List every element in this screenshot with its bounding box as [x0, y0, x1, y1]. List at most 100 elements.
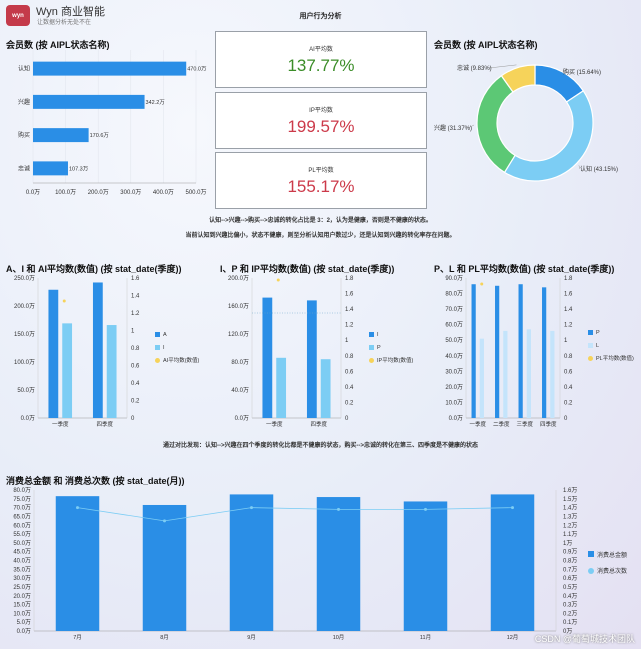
data-label: 342.2万 — [146, 99, 166, 106]
y2-tick-label: 1 — [564, 338, 568, 344]
y2-tick-label: 0.2 — [564, 400, 573, 406]
legend-swatch — [369, 345, 374, 350]
y-tick-label: 0.0万 — [17, 628, 31, 635]
y2-tick-label: 0.2 — [131, 399, 140, 405]
legend-swatch — [369, 332, 374, 337]
y-tick-label: 80.0万 — [445, 291, 463, 298]
kpi-pl-value: 155.17% — [287, 177, 355, 196]
member-donut-title: 会员数 (按 AIPL状态名称) — [434, 40, 538, 50]
bar-l — [526, 329, 531, 418]
kpi-ai-label: AI平均数 — [309, 47, 333, 53]
bar-i — [262, 297, 273, 418]
y2-tick-label: 1.8 — [564, 276, 573, 282]
kpi-ai-value: 137.77% — [287, 56, 355, 75]
brand-tagline: 让数据分析无处不在 — [37, 20, 92, 26]
line-spend-count — [77, 507, 513, 522]
legend-swatch — [588, 330, 593, 335]
y-tick-label: 0.0万 — [235, 415, 249, 422]
bar-spend-amount — [55, 496, 100, 631]
x-category-label: 一季度 — [469, 420, 486, 428]
pl-bar-chart[interactable]: 0.0万 10.0万 20.0万 30.0万 40.0万 50.0万 60.0万 70.0万 8… — [428, 272, 641, 432]
y2-tick-label: 1.3万 — [563, 513, 577, 520]
legend-label: P — [377, 345, 381, 351]
bar-p — [471, 284, 476, 418]
y-tick-label: 250.0万 — [14, 275, 35, 282]
legend-label: 消费总次数 — [597, 567, 627, 575]
y-category-label: 购买 — [18, 131, 30, 139]
y2-tick-label: 1.6 — [345, 292, 354, 298]
x-category-label: 12月 — [507, 634, 519, 641]
line-point — [250, 506, 253, 510]
member-bar-chart[interactable]: 0.0万 100.0万 200.0万 300.0万 400.0万 500.0万 认知 470.… — [0, 48, 212, 208]
y2-tick-label: 1.6 — [564, 292, 573, 298]
brand-name: Wyn 商业智能 — [36, 6, 105, 18]
y-tick-label: 60.0万 — [445, 322, 463, 329]
y-tick-label: 50.0万 — [445, 337, 463, 344]
kpi-ip-card[interactable]: IP平均数 199.57% — [215, 92, 427, 149]
kpi-ai-card[interactable]: AI平均数 137.77% — [215, 31, 427, 88]
bar-l — [479, 338, 484, 418]
bar-spend-amount — [403, 501, 448, 631]
legend-label: AI平均数(数值) — [163, 356, 200, 364]
bar — [33, 128, 89, 143]
bar-p — [276, 357, 287, 418]
y-tick-label: 25.0万 — [13, 584, 31, 591]
y-tick-label: 0.0万 — [449, 415, 463, 422]
bar — [33, 61, 187, 76]
x-category-label: 9月 — [247, 634, 256, 641]
y-tick-label: 200.0万 — [14, 303, 35, 310]
member-bar-title: 会员数 (按 AIPL状态名称) — [6, 40, 110, 50]
y2-tick-label: 1.4 — [345, 307, 354, 313]
y2-tick-label: 1.2万 — [563, 522, 577, 529]
ai-bar-chart[interactable]: 0.0万 50.0万 100.0万 150.0万 200.0万 250.0万 0 0.2 0.4… — [0, 272, 214, 432]
y2-tick-label: 0.2 — [345, 400, 354, 406]
y2-tick-label: 0.8 — [131, 346, 140, 352]
y2-tick-label: 0.6 — [345, 369, 354, 375]
bar-l — [550, 330, 555, 418]
line-point — [424, 507, 427, 511]
brand-logo: wyn — [6, 5, 30, 26]
y-tick-label: 80.0万 — [13, 487, 31, 494]
member-donut-chart[interactable]: 购买 (15.64%) 认知 (43.15%) 兴趣 (31.37%) 忠诚 (9.8… — [430, 50, 641, 210]
y-tick-label: 55.0万 — [13, 531, 31, 538]
line-point — [76, 506, 79, 510]
y-tick-label: 70.0万 — [13, 505, 31, 512]
y2-tick-label: 0 — [564, 416, 568, 422]
y-tick-label: 50.0万 — [13, 540, 31, 547]
y2-tick-label: 0 — [131, 416, 135, 422]
legend-label: P — [596, 330, 600, 336]
spend-chart-title: 消费总金额 和 消费总次数 (按 stat_date(月)) — [6, 476, 185, 486]
bar-spend-amount — [490, 494, 535, 631]
y-tick-label: 30.0万 — [445, 368, 463, 375]
legend-swatch — [588, 551, 594, 557]
y2-tick-label: 0.4万 — [563, 593, 577, 600]
ip-bar-chart[interactable]: 0.0万 40.0万 80.0万 120.0万 160.0万 200.0万 0 0.2 0.4 0… — [214, 272, 428, 432]
y2-tick-label: 1.2 — [345, 323, 354, 329]
y2-tick-label: 0.1万 — [563, 619, 577, 626]
x-category-label: 一季度 — [266, 420, 283, 428]
donut-slice — [500, 64, 536, 93]
y-tick-label: 90.0万 — [445, 275, 463, 282]
slice-label: 兴趣 (31.37%) — [434, 124, 472, 132]
label-leader — [562, 69, 565, 73]
x-category-label: 10月 — [333, 634, 345, 641]
kpi-pl-card[interactable]: PL平均数 155.17% — [215, 152, 427, 209]
legend-swatch — [588, 356, 593, 361]
label-leader — [467, 124, 475, 129]
y-category-label: 忠诚 — [18, 164, 30, 172]
donut-slice — [476, 74, 516, 174]
legend-label: L — [596, 343, 599, 349]
x-tick-label: 0.0万 — [26, 189, 40, 196]
y2-tick-label: 0万 — [563, 628, 572, 635]
y-category-label: 认知 — [18, 65, 30, 73]
slice-label: 购买 (15.64%) — [563, 68, 601, 76]
header: wyn Wyn 商业智能 让数据分析无处不在 用户行为分析 — [0, 0, 641, 30]
legend-label: I — [377, 332, 379, 338]
bar-p — [320, 359, 331, 418]
y2-tick-label: 0.6万 — [563, 575, 577, 582]
y-tick-label: 20.0万 — [445, 384, 463, 391]
x-category-label: 7月 — [73, 634, 82, 641]
y2-tick-label: 1.6 — [131, 276, 140, 282]
legend-label: PL平均数(数值) — [596, 354, 634, 362]
